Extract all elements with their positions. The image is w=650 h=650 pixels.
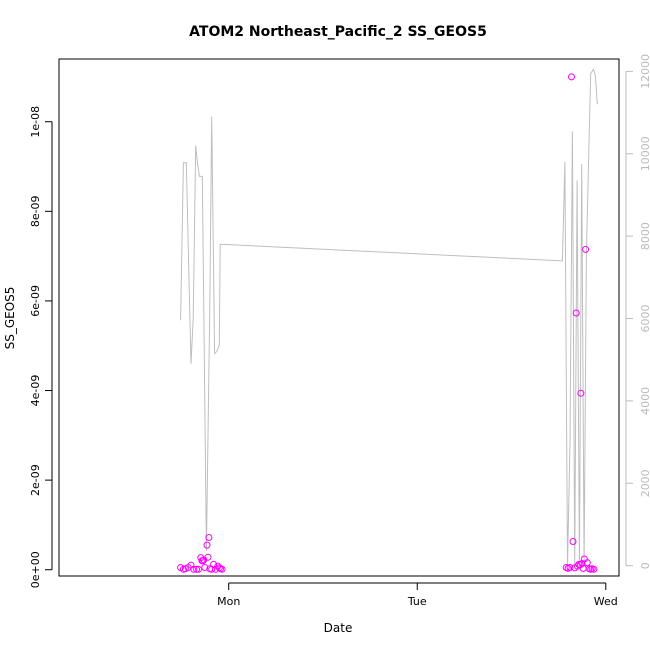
y-tick-label: 6e-09 — [29, 285, 42, 317]
y2-tick-label: 6000 — [639, 305, 650, 333]
y-axis-label: SS_GEOS5 — [3, 287, 17, 350]
y-tick-label: 0e+00 — [29, 551, 42, 588]
data-point — [566, 564, 574, 571]
data-point — [572, 309, 580, 317]
data-point — [205, 534, 213, 541]
y-axis-left: 0e+00 2e-09 4e-09 6e-09 8e-09 1e-08 — [29, 106, 53, 588]
data-point — [569, 538, 577, 545]
data-point — [583, 559, 591, 567]
y-axis-right: 0 2000 4000 6000 8000 10000 12000 — [625, 54, 650, 569]
y2-tick-label: 2000 — [639, 469, 650, 497]
data-point — [203, 541, 211, 549]
y2-tick-label: 12000 — [639, 54, 650, 89]
y-tick-label: 8e-09 — [29, 195, 42, 227]
data-point — [204, 553, 212, 561]
data-point — [582, 245, 590, 253]
data-point — [590, 565, 598, 573]
line-series-path — [180, 68, 598, 566]
scatter-series — [177, 73, 598, 573]
data-point — [568, 73, 575, 81]
data-point — [193, 565, 201, 573]
data-point — [195, 565, 202, 573]
y-tick-label: 1e-08 — [29, 106, 42, 138]
x-tick-label: Wed — [594, 595, 618, 608]
data-point — [218, 565, 226, 573]
plot-frame — [58, 58, 620, 577]
y-tick-label: 4e-09 — [29, 375, 42, 407]
x-tick-label: Mon — [217, 595, 240, 608]
y2-tick-label: 10000 — [639, 136, 650, 171]
y2-tick-label: 0 — [639, 562, 650, 569]
data-point — [199, 557, 207, 565]
x-axis: Mon Tue Wed — [217, 582, 618, 608]
x-axis-label: Date — [324, 621, 353, 635]
data-point — [190, 565, 198, 573]
line-series — [180, 68, 598, 566]
data-point — [577, 389, 585, 397]
data-point — [201, 564, 209, 571]
x-tick-label: Tue — [407, 595, 427, 608]
y2-tick-label: 8000 — [639, 222, 650, 250]
y-tick-label: 2e-09 — [29, 464, 42, 496]
y2-tick-label: 4000 — [639, 387, 650, 415]
chart-title: ATOM2 Northeast_Pacific_2 SS_GEOS5 — [189, 24, 487, 40]
